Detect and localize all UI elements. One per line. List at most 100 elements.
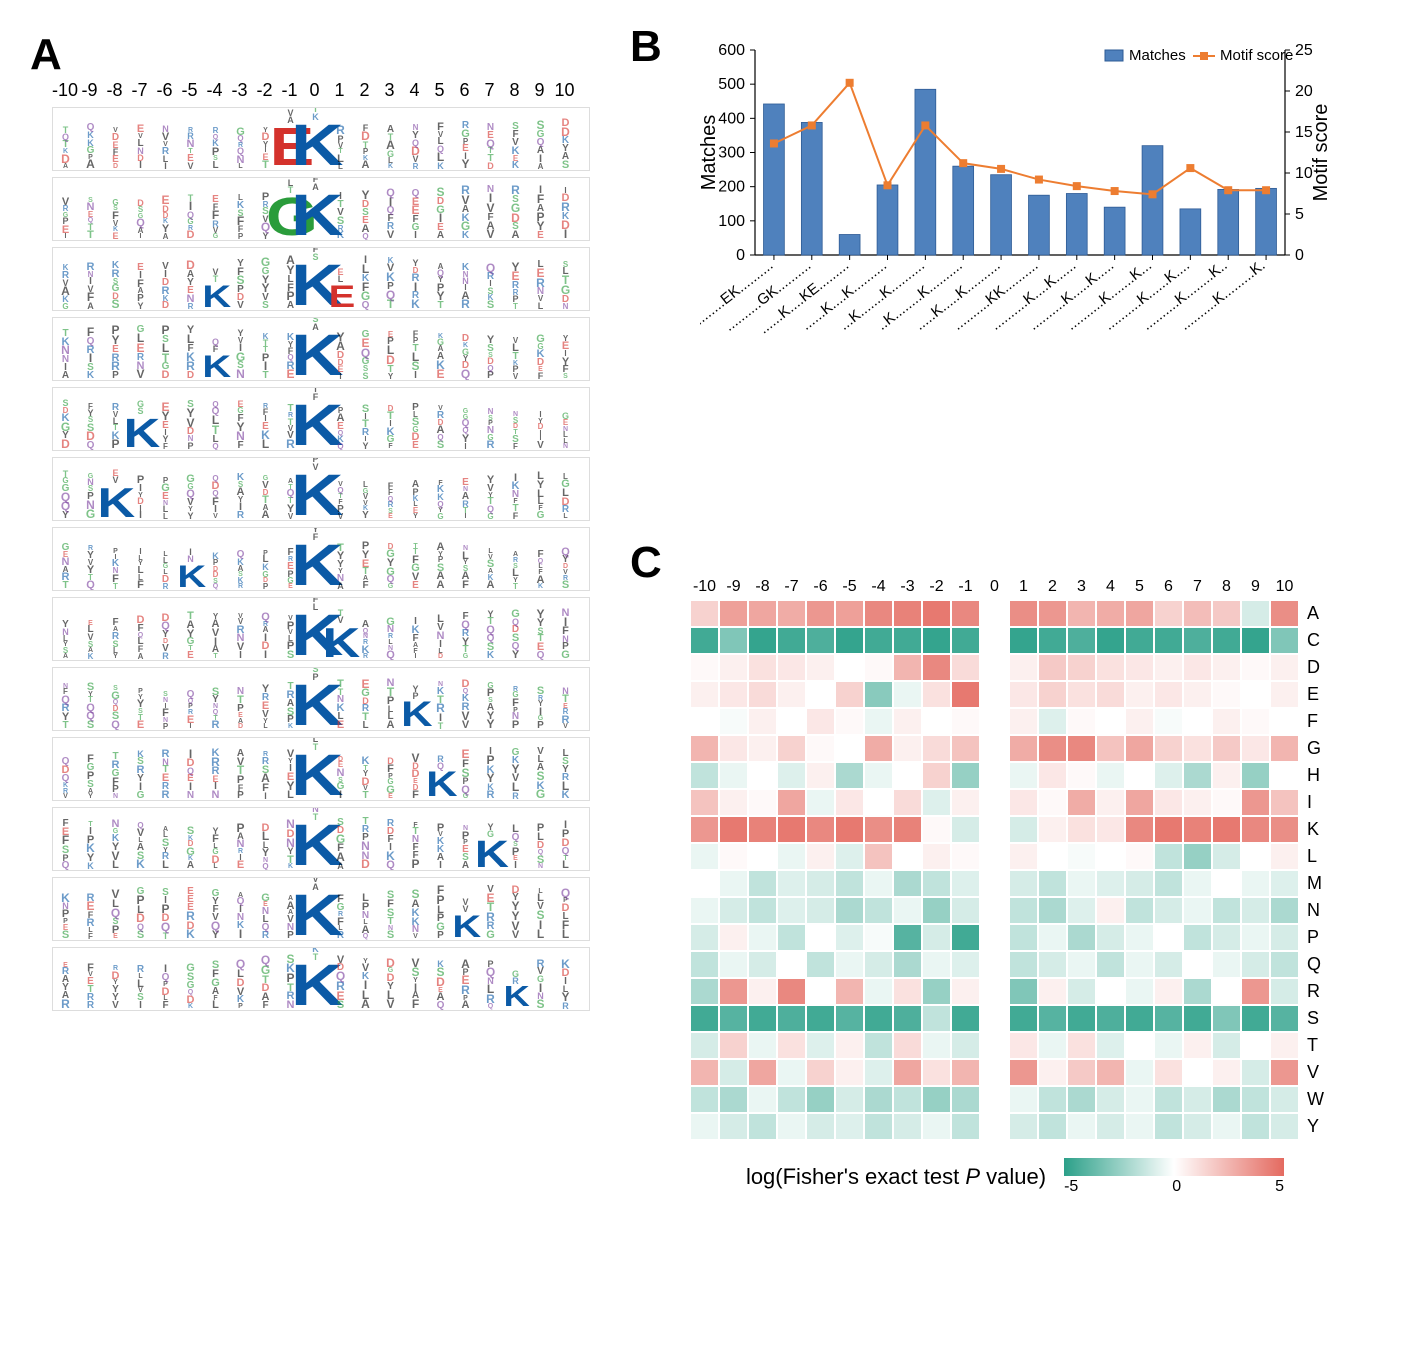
logo-col: PGPLPF — [428, 878, 453, 940]
heatmap-row: S — [690, 1005, 1340, 1032]
position-label: 6 — [452, 80, 477, 101]
logo-col: AINNKT — [53, 318, 78, 380]
heatmap-cell — [1067, 762, 1096, 789]
heatmap-cell — [719, 600, 748, 627]
heatmap-cell — [1009, 600, 1038, 627]
logo-col: KDQGSG — [178, 948, 203, 1010]
heatmap-cell — [690, 762, 719, 789]
logo-col: RTQNYS — [203, 668, 228, 730]
heatmap-cell — [922, 897, 951, 924]
logo-col: LISVLL — [528, 878, 553, 940]
right-column: B 01002003004005006000510152025MatchesMo… — [630, 30, 1340, 1196]
logo-col: VNRELG — [128, 318, 153, 380]
logo-col: TYLSRA — [503, 528, 528, 590]
position-label: -4 — [202, 80, 227, 101]
heatmap-cell — [1183, 924, 1212, 951]
heatmap-cell — [1241, 735, 1270, 762]
heatmap-cell — [835, 627, 864, 654]
panel-c: C -10-9-8-7-6-5-4-3-2-1012345678910 ACDE… — [630, 550, 1340, 1196]
logo-col: TTQENS — [78, 178, 103, 240]
heatmap-cell — [1009, 681, 1038, 708]
heatmap-cell — [748, 600, 777, 627]
dominant-residue: K — [504, 985, 528, 1010]
logo-col: RKSAKQ — [228, 528, 253, 590]
heatmap-cell — [1154, 816, 1183, 843]
heatmap-cell — [1096, 1005, 1125, 1032]
logo-col: KEKVFS — [503, 108, 528, 170]
hm-position-label: -6 — [806, 578, 835, 596]
heatmap-cell — [1270, 816, 1299, 843]
heatmap-cell — [777, 816, 806, 843]
logo-col: RIYASK — [228, 458, 253, 520]
svg-text:400: 400 — [718, 110, 745, 127]
logo-col: ASYLNY — [53, 598, 78, 660]
panel-c-label: C — [630, 538, 662, 588]
heatmap-cell — [864, 1059, 893, 1086]
logo-col: DAEPTN — [228, 668, 253, 730]
logo-col: YELKPA — [403, 458, 428, 520]
heatmap-cell — [719, 951, 748, 978]
logo-col: EDGSLP — [403, 388, 428, 450]
hm-position-label: 5 — [1125, 578, 1154, 596]
dominant-residue: K — [291, 681, 341, 730]
logo-row: VRKQDQYASPGFNPFGRTGIYRSKRRETNRNIEQDINIER… — [52, 737, 590, 801]
heatmap-cell — [1241, 978, 1270, 1005]
heatmap-cell — [1241, 951, 1270, 978]
logo-col: APREPA — [453, 948, 478, 1010]
logo-col: QLTLQQ — [203, 388, 228, 450]
heatmap-cell — [1212, 735, 1241, 762]
logo-col: AKPTDF — [353, 108, 378, 170]
logo-col: VRKQDQ — [53, 738, 78, 800]
position-label: 10 — [552, 80, 577, 101]
heatmap-cell — [1067, 1059, 1096, 1086]
logo-col: PRREYP — [103, 318, 128, 380]
svg-text:500: 500 — [718, 76, 745, 93]
heatmap-cell — [1270, 843, 1299, 870]
heatmap-cell — [806, 1086, 835, 1113]
heatmap-cell — [951, 654, 980, 681]
hm-position-label: 9 — [1241, 578, 1270, 596]
heatmap-rowlabel: H — [1307, 765, 1327, 786]
heatmap-cell — [690, 600, 719, 627]
hm-position-label: 7 — [1183, 578, 1212, 596]
dominant-residue: K — [291, 821, 341, 870]
heatmap-cell — [1154, 1005, 1183, 1032]
heatmap-cell — [777, 681, 806, 708]
heatmap-cell — [951, 1113, 980, 1140]
heatmap-cell — [1009, 1032, 1038, 1059]
logo-col: KSQQTY — [478, 598, 503, 660]
heatmap-cell — [980, 843, 1009, 870]
logo-col: GQPSFE — [453, 738, 478, 800]
logo-col: AKGDKS — [178, 808, 203, 870]
logo-col: DTTQEN — [478, 108, 503, 170]
heatmap-cell — [1241, 654, 1270, 681]
logo-col: LYVERY — [253, 668, 278, 730]
panel-b-label: B — [630, 22, 662, 72]
heatmap-cell — [719, 924, 748, 951]
heatmap-cell — [690, 978, 719, 1005]
heatmap-cell — [951, 951, 980, 978]
heatmap-cell — [777, 1032, 806, 1059]
heatmap-cell — [1067, 681, 1096, 708]
heatmap-cell — [922, 789, 951, 816]
heatmap-row: F — [690, 708, 1340, 735]
logo-col: FNYFGE — [228, 388, 253, 450]
logo-col: EGGPFD — [378, 738, 403, 800]
hm-position-label: 4 — [1096, 578, 1125, 596]
heatmap-cell — [922, 978, 951, 1005]
heatmap-cell — [1038, 708, 1067, 735]
logo-col: SVYYGG — [253, 248, 278, 310]
logo-col: IDKRDI — [553, 178, 578, 240]
heatmap-cell — [690, 951, 719, 978]
logo-col: SNIGVR — [528, 948, 553, 1010]
heatmap-cell — [806, 816, 835, 843]
heatmap-cell — [922, 654, 951, 681]
heatmap-cell — [835, 681, 864, 708]
hm-position-label: -9 — [719, 578, 748, 596]
heatmap-cell — [1067, 600, 1096, 627]
logo-col: NIERRK — [203, 738, 228, 800]
logo-col: AYKDDE — [153, 178, 178, 240]
heatmap-cell — [1270, 897, 1299, 924]
heatmap-cell — [951, 762, 980, 789]
heatmap-cell — [922, 708, 951, 735]
